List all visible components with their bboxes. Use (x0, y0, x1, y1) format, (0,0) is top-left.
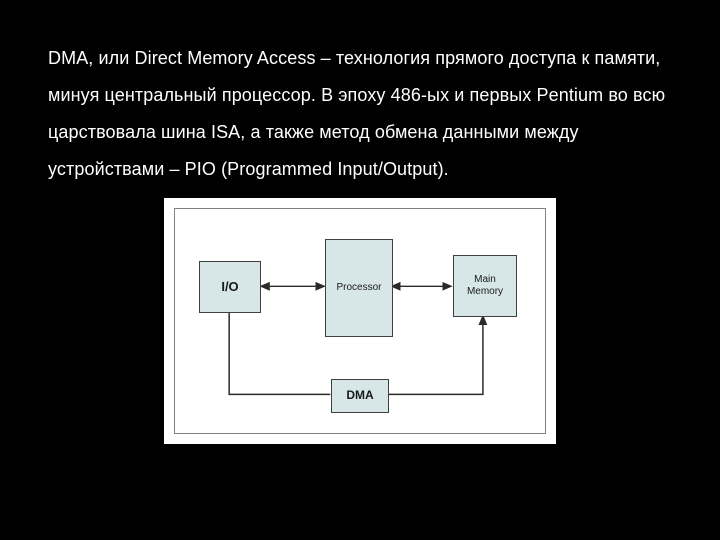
node-dma: DMA (331, 379, 389, 413)
node-io: I/O (199, 261, 261, 313)
node-mem: Main Memory (453, 255, 517, 317)
slide-paragraph: DMA, или Direct Memory Access – технолог… (48, 40, 672, 188)
dma-diagram-container: I/O Processor Main Memory DMA (164, 198, 556, 444)
dma-diagram: I/O Processor Main Memory DMA (174, 208, 546, 434)
node-proc: Processor (325, 239, 393, 337)
